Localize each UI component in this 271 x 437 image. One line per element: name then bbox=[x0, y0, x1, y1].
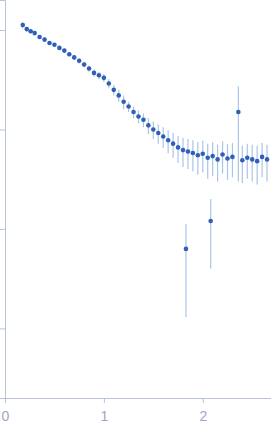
data-point bbox=[208, 219, 213, 224]
data-point bbox=[230, 155, 235, 160]
x-tick-label: 1 bbox=[100, 408, 108, 424]
x-tick: 2 bbox=[199, 398, 207, 424]
data-point bbox=[265, 157, 270, 162]
error-bar bbox=[187, 139, 188, 169]
y-tick-mark bbox=[0, 229, 5, 230]
y-axis-line bbox=[0, 1, 6, 399]
error-bar bbox=[257, 146, 258, 184]
data-point bbox=[184, 247, 189, 252]
error-bar bbox=[212, 142, 213, 176]
data-point bbox=[102, 76, 107, 81]
y-tick-mark bbox=[0, 328, 5, 329]
error-bar bbox=[262, 143, 263, 177]
x-tick-mark bbox=[104, 398, 105, 403]
data-point bbox=[42, 37, 47, 42]
error-bar bbox=[252, 145, 253, 182]
data-point bbox=[200, 151, 205, 156]
data-point bbox=[87, 66, 92, 71]
data-point bbox=[77, 58, 82, 63]
error-bar bbox=[185, 224, 186, 317]
data-point bbox=[240, 158, 245, 163]
data-point bbox=[151, 127, 156, 132]
error-bar bbox=[232, 143, 233, 177]
data-point bbox=[255, 159, 260, 164]
data-point bbox=[20, 23, 25, 28]
data-point bbox=[116, 93, 121, 98]
error-bar bbox=[242, 145, 243, 182]
data-point bbox=[156, 131, 161, 136]
data-point bbox=[136, 114, 141, 119]
data-point bbox=[97, 73, 102, 78]
error-bar bbox=[207, 144, 208, 179]
data-point bbox=[245, 155, 250, 160]
data-point bbox=[215, 157, 220, 162]
data-point bbox=[210, 154, 215, 159]
x-tick-mark bbox=[203, 398, 204, 403]
error-bar bbox=[202, 141, 203, 173]
data-point bbox=[72, 55, 77, 60]
data-point bbox=[176, 145, 181, 150]
data-point bbox=[161, 134, 166, 139]
error-bar bbox=[238, 87, 239, 182]
data-point bbox=[225, 156, 230, 161]
data-point bbox=[220, 152, 225, 157]
x-tick: 0 bbox=[2, 398, 10, 424]
x-tick: 1 bbox=[100, 398, 108, 424]
data-point bbox=[181, 148, 186, 153]
y-tick bbox=[0, 129, 5, 130]
error-bar bbox=[217, 145, 218, 182]
data-point bbox=[52, 42, 57, 47]
error-bar bbox=[197, 142, 198, 175]
y-tick bbox=[0, 229, 5, 230]
x-tick-label: 2 bbox=[199, 408, 207, 424]
y-tick bbox=[0, 328, 5, 329]
data-point bbox=[67, 52, 72, 57]
data-point bbox=[47, 41, 52, 46]
data-point bbox=[171, 141, 176, 146]
data-point bbox=[205, 155, 210, 160]
data-point bbox=[166, 138, 171, 143]
x-tick-label: 0 bbox=[2, 408, 10, 424]
y-tick bbox=[0, 30, 5, 31]
data-point bbox=[24, 27, 29, 32]
y-tick-mark bbox=[0, 30, 5, 31]
data-point bbox=[186, 149, 191, 154]
chart: 0 1 2 bbox=[0, 0, 271, 437]
data-point bbox=[146, 123, 151, 128]
points bbox=[20, 23, 269, 251]
y-tick-mark bbox=[0, 129, 5, 130]
data-point bbox=[236, 110, 241, 115]
data-point bbox=[191, 151, 196, 156]
error-bar bbox=[222, 141, 223, 173]
data-point bbox=[92, 71, 97, 76]
data-point bbox=[62, 48, 67, 53]
error-bar bbox=[266, 145, 267, 182]
data-point bbox=[126, 104, 131, 109]
error-bar bbox=[192, 140, 193, 171]
data-point bbox=[28, 29, 33, 34]
data-point bbox=[260, 155, 265, 160]
data-point bbox=[32, 31, 37, 36]
data-point bbox=[131, 110, 136, 115]
data-point bbox=[37, 35, 42, 40]
data-point bbox=[82, 62, 87, 67]
data-point bbox=[107, 81, 112, 86]
data-point bbox=[57, 46, 62, 51]
data-point bbox=[250, 157, 255, 162]
plot-area bbox=[20, 22, 269, 317]
y-axis bbox=[0, 1, 6, 399]
error-bars bbox=[23, 22, 267, 317]
x-axis: 0 1 2 bbox=[2, 398, 271, 424]
data-point bbox=[111, 88, 116, 93]
error-bar bbox=[247, 144, 248, 179]
data-point bbox=[121, 99, 126, 104]
error-bar bbox=[227, 144, 228, 180]
x-axis-line bbox=[6, 399, 271, 404]
data-point bbox=[141, 118, 146, 123]
error-bar bbox=[210, 199, 211, 269]
data-point bbox=[196, 153, 201, 158]
error-bar bbox=[182, 138, 183, 167]
